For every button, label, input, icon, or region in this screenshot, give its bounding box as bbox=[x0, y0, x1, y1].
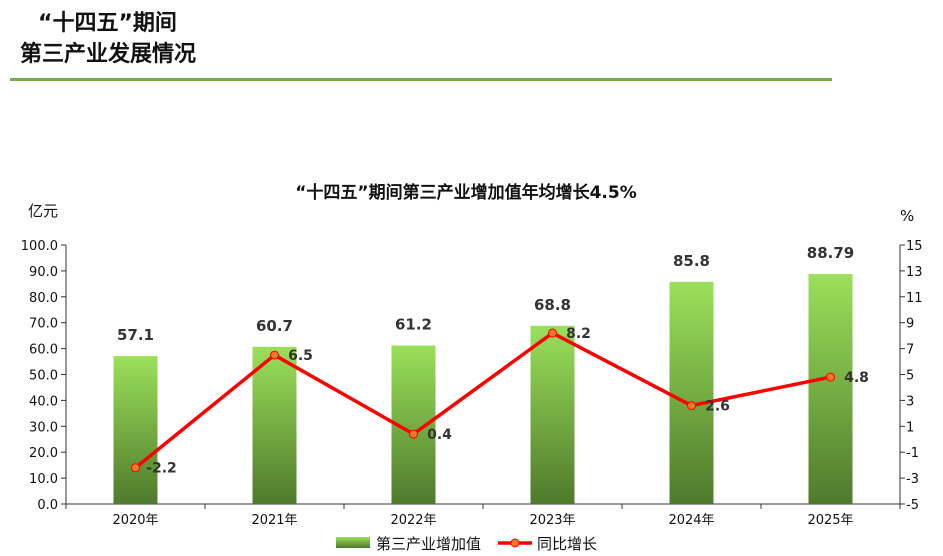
bar-value-label: 68.8 bbox=[534, 296, 571, 314]
bar bbox=[113, 356, 158, 504]
heading-divider bbox=[10, 78, 832, 81]
right-axis-tick-label: 9 bbox=[906, 317, 914, 332]
left-axis-tick-label: 10.0 bbox=[29, 472, 58, 487]
left-axis-tick-label: 20.0 bbox=[29, 446, 58, 461]
growth-value-label: 2.6 bbox=[705, 399, 730, 415]
growth-point bbox=[270, 350, 279, 360]
bar-series bbox=[113, 274, 853, 504]
growth-value-label: 4.8 bbox=[844, 370, 869, 386]
left-axis-tick-label: 60.0 bbox=[29, 343, 58, 358]
line-series bbox=[131, 328, 835, 473]
left-axis-tick-label: 90.0 bbox=[29, 265, 58, 280]
chart-title: “十四五”期间第三产业增加值年均增长4.5% bbox=[295, 182, 637, 203]
x-axis-tick-label: 2024年 bbox=[668, 513, 714, 528]
legend-bar-label: 第三产业增加值 bbox=[376, 535, 481, 553]
legend-bar-swatch bbox=[336, 537, 370, 548]
x-axis-tick-label: 2025年 bbox=[807, 513, 853, 528]
growth-point bbox=[409, 429, 418, 439]
bar bbox=[669, 281, 714, 504]
growth-value-label: 0.4 bbox=[427, 427, 452, 443]
x-axis-tick-label: 2023年 bbox=[529, 513, 575, 528]
data-labels: 57.1 60.7 61.2 68.8 85.8 88.79 -2.2 6.5 0.4 8.2 2.… bbox=[117, 244, 869, 477]
growth-point bbox=[826, 372, 835, 382]
right-axis-tick-label: -1 bbox=[906, 446, 919, 461]
right-axis-tick-label: 1 bbox=[906, 420, 914, 435]
bar-value-label: 60.7 bbox=[256, 317, 293, 335]
legend-line-marker bbox=[510, 538, 520, 548]
left-axis-tick-label: 50.0 bbox=[29, 369, 58, 384]
growth-line bbox=[134, 331, 831, 470]
legend-line-label: 同比增长 bbox=[537, 535, 597, 553]
legend: 第三产业增加值 同比增长 bbox=[336, 535, 597, 553]
x-axis-tick-label: 2021年 bbox=[251, 513, 297, 528]
left-axis-tick-label: 30.0 bbox=[29, 420, 58, 435]
left-axis-tick-label: 100.0 bbox=[21, 239, 58, 254]
growth-value-label: 6.5 bbox=[288, 348, 313, 364]
bar bbox=[530, 325, 575, 504]
growth-value-label: 8.2 bbox=[566, 326, 591, 342]
x-axis-tick-label: 2022年 bbox=[390, 513, 436, 528]
bar-value-label: 88.79 bbox=[807, 244, 854, 262]
left-axis-tick-label: 80.0 bbox=[29, 291, 58, 306]
right-axis-tick-label: 3 bbox=[906, 394, 914, 409]
right-axis-tick-label: 13 bbox=[906, 265, 923, 280]
left-axis-tick-label: 0.0 bbox=[37, 498, 58, 513]
growth-point bbox=[548, 328, 557, 338]
growth-value-label: -2.2 bbox=[146, 461, 177, 477]
growth-point bbox=[131, 463, 140, 473]
left-axis-unit: 亿元 bbox=[28, 202, 58, 220]
x-axis-tick-label: 2020年 bbox=[112, 513, 158, 528]
right-axis-tick-label: -5 bbox=[906, 498, 919, 513]
right-axis-tick-label: 11 bbox=[906, 291, 923, 306]
bar-value-label: 85.8 bbox=[673, 252, 710, 270]
page-heading: “十四五”期间 第三产业发展情况 bbox=[20, 8, 196, 70]
page-title-line1: “十四五”期间 bbox=[38, 11, 177, 36]
right-axis-tick-label: 7 bbox=[906, 343, 914, 358]
bar bbox=[252, 346, 297, 504]
right-axis-tick-label: 5 bbox=[906, 369, 914, 384]
bar bbox=[808, 274, 853, 504]
page-title-line2: 第三产业发展情况 bbox=[20, 42, 197, 67]
right-axis-tick-label: -3 bbox=[906, 472, 919, 487]
bar-value-label: 57.1 bbox=[117, 326, 154, 344]
right-axis-tick-label: 15 bbox=[906, 239, 923, 254]
left-axis-tick-label: 40.0 bbox=[29, 394, 58, 409]
bar-value-label: 61.2 bbox=[395, 315, 432, 333]
axes: 0.0 10.0 20.0 30.0 40.0 50.0 60.0 70.0 80.0 90.0 1… bbox=[21, 239, 923, 528]
left-axis-tick-label: 70.0 bbox=[29, 317, 58, 332]
right-axis-unit: % bbox=[900, 207, 914, 225]
growth-point bbox=[687, 401, 696, 411]
